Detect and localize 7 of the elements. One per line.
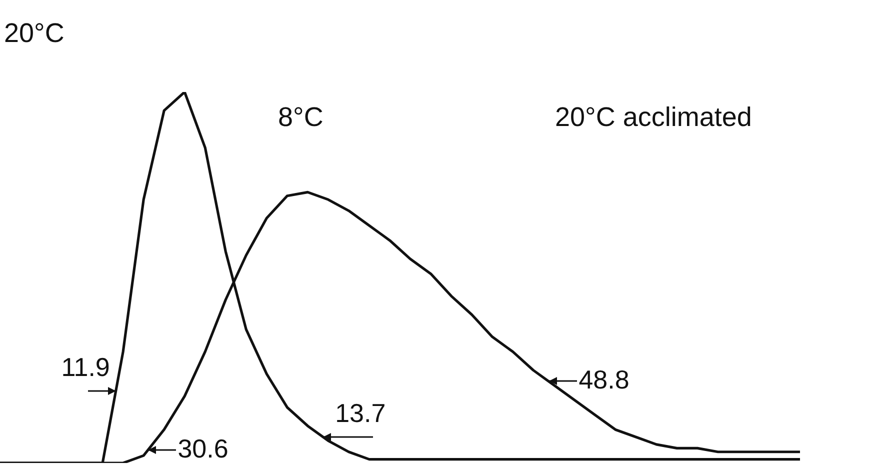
annotation: 13.7 — [335, 398, 386, 428]
chart-title: 20°C — [4, 18, 64, 49]
annotation: 11.9 — [61, 352, 110, 382]
annotation: 20°C acclimated — [555, 102, 752, 133]
annotation: 8°C — [278, 102, 324, 133]
annotation: 48.8 — [578, 364, 630, 395]
annotation: 30.6 — [178, 434, 228, 464]
